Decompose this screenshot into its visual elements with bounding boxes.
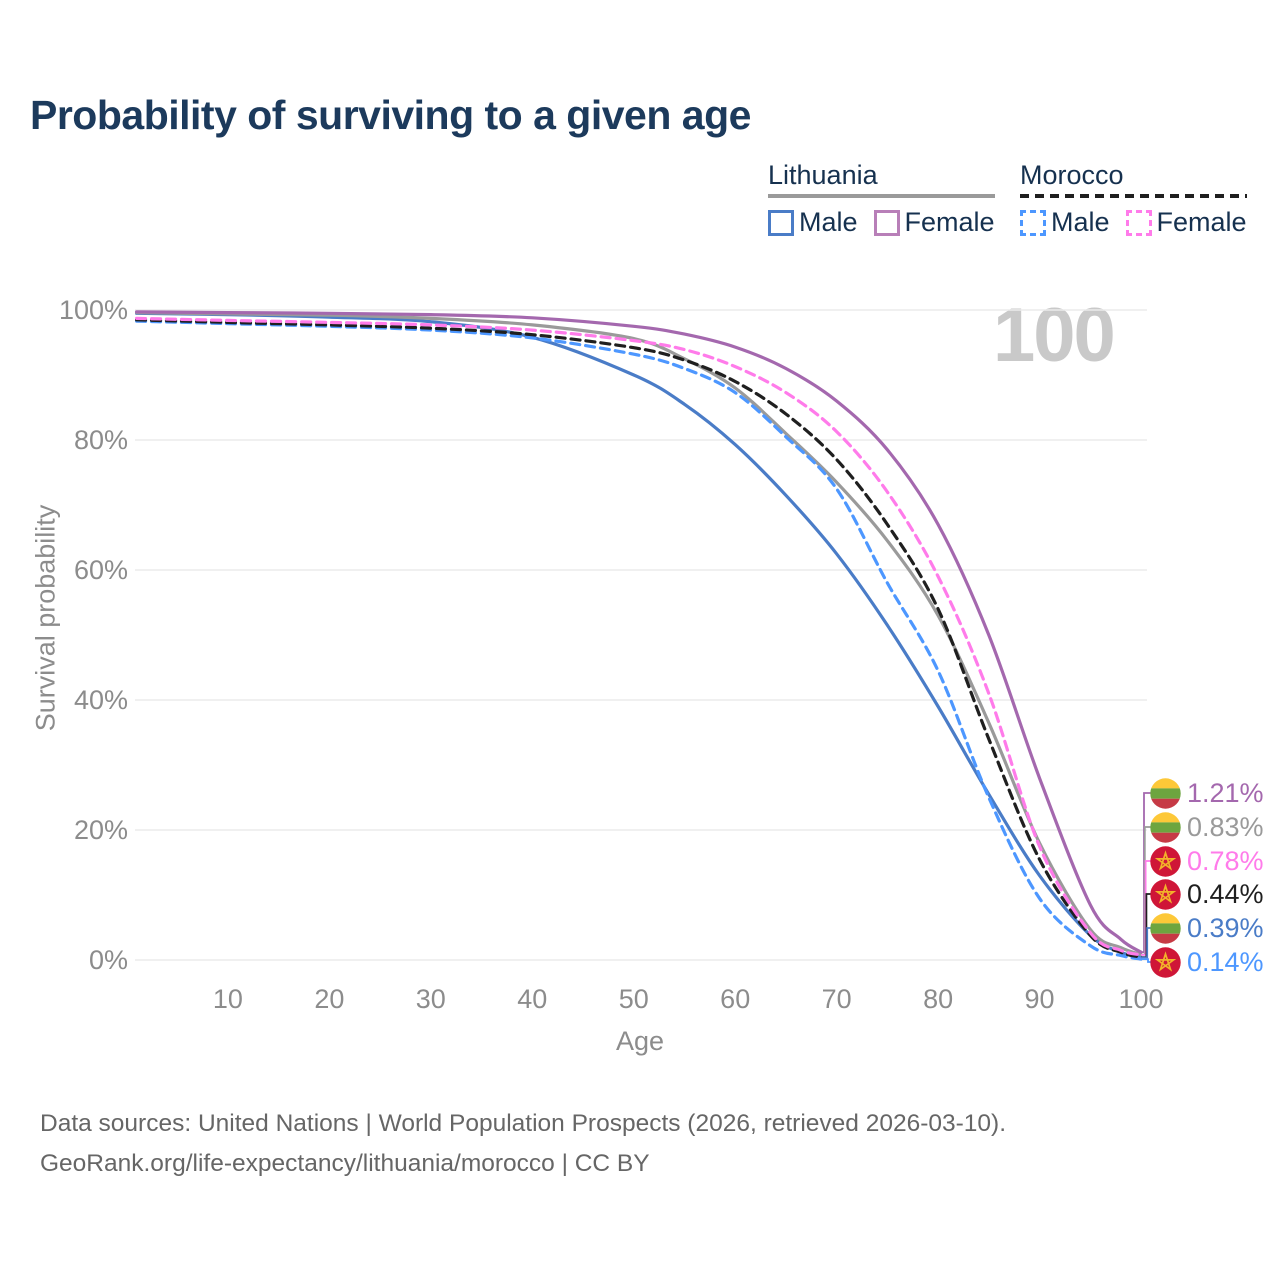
morocco-flag-icon <box>1150 845 1181 877</box>
y-axis-tick-labels: 0% 20% 40% 60% 80% 100% <box>59 295 128 975</box>
x-axis-title: Age <box>615 1026 665 1056</box>
y-tick-label: 60% <box>74 555 128 585</box>
legend-item-lithuania-female[interactable]: Female <box>873 207 995 238</box>
x-tick-label: 10 <box>213 984 243 1014</box>
legend-label: Female <box>904 207 995 237</box>
end-label-connectors <box>1141 792 1152 963</box>
x-tick-label: 90 <box>1024 984 1054 1014</box>
legend-header-lithuania: Lithuania <box>768 160 878 190</box>
legend-item-lithuania-male[interactable]: Male <box>768 207 858 238</box>
y-tick-label: 80% <box>74 425 128 455</box>
legend-label: Male <box>799 207 858 237</box>
y-tick-label: 20% <box>74 815 128 845</box>
legend-item-morocco-male[interactable]: Male <box>1020 207 1110 238</box>
x-tick-label: 100 <box>1118 984 1163 1014</box>
end-label-lithuania-male: 0.39% <box>1150 912 1264 944</box>
legend-group-morocco: Morocco Male Female <box>1020 160 1247 238</box>
survival-curves <box>135 310 1143 961</box>
curve-morocco-both-sexes <box>135 318 1143 959</box>
end-label-value: 0.14% <box>1187 946 1264 977</box>
x-tick-label: 60 <box>720 984 750 1014</box>
x-tick-label: 20 <box>314 984 344 1014</box>
footer: Data sources: United Nations | World Pop… <box>40 1104 1006 1184</box>
lithuania-female-swatch-icon <box>873 209 900 236</box>
x-tick-label: 80 <box>923 984 953 1014</box>
morocco-dashed-line-sample <box>1020 194 1247 198</box>
morocco-male-swatch-icon <box>1020 209 1046 236</box>
gridlines <box>135 309 1147 961</box>
morocco-flag-icon <box>1150 946 1181 978</box>
end-label-morocco-male: 0.14% <box>1150 946 1264 978</box>
lithuania-flag-icon <box>1150 811 1181 843</box>
end-label-value: 0.83% <box>1187 811 1264 842</box>
curve-lithuania-female <box>135 310 1143 954</box>
lithuania-male-swatch-icon <box>768 209 794 236</box>
morocco-female-swatch-icon <box>1125 209 1152 236</box>
lithuania-flag-icon <box>1150 777 1181 809</box>
connector-morocco-male <box>1141 958 1152 963</box>
age-counter-watermark: 100 <box>993 293 1116 378</box>
legend-label: Female <box>1156 207 1247 237</box>
footer-attribution: GeoRank.org/life-expectancy/lithuania/mo… <box>40 1150 650 1177</box>
y-tick-label: 0% <box>89 945 128 975</box>
end-label-morocco-both-sexes: 0.44% <box>1150 878 1264 910</box>
end-label-morocco-female: 0.78% <box>1150 845 1264 877</box>
legend-header-morocco: Morocco <box>1020 160 1124 190</box>
x-tick-label: 70 <box>822 984 852 1014</box>
end-label-value: 0.44% <box>1187 878 1264 909</box>
legend-label: Male <box>1051 207 1110 237</box>
curve-lithuania-male <box>135 311 1143 960</box>
x-tick-label: 40 <box>517 984 547 1014</box>
morocco-flag-icon <box>1150 878 1181 910</box>
curve-lithuania-both-sexes <box>135 311 1143 957</box>
lithuania-solid-line-sample <box>768 194 995 198</box>
legend-group-lithuania: Lithuania Male Female <box>768 160 995 238</box>
page-title: Probability of surviving to a given age <box>30 92 751 138</box>
legend-item-morocco-female[interactable]: Female <box>1125 207 1247 238</box>
connector-lithuania-male <box>1141 927 1152 959</box>
end-label-lithuania-both-sexes: 0.83% <box>1150 811 1264 843</box>
y-axis-title: Survival probability <box>30 504 61 732</box>
curve-morocco-female <box>135 316 1143 957</box>
end-label-value: 0.39% <box>1187 912 1264 943</box>
y-tick-label: 40% <box>74 685 128 715</box>
y-tick-label: 100% <box>59 295 128 325</box>
lithuania-flag-icon <box>1150 912 1181 944</box>
x-axis-tick-labels: 10 20 30 40 50 60 70 80 90 100 <box>213 984 1164 1014</box>
footer-data-sources: Data sources: United Nations | World Pop… <box>40 1110 1007 1137</box>
x-tick-label: 30 <box>416 984 446 1014</box>
end-label-value: 1.21% <box>1187 777 1264 808</box>
x-tick-label: 50 <box>619 984 649 1014</box>
end-label-value: 0.78% <box>1187 845 1264 876</box>
end-label-lithuania-female: 1.21% <box>1150 777 1264 809</box>
